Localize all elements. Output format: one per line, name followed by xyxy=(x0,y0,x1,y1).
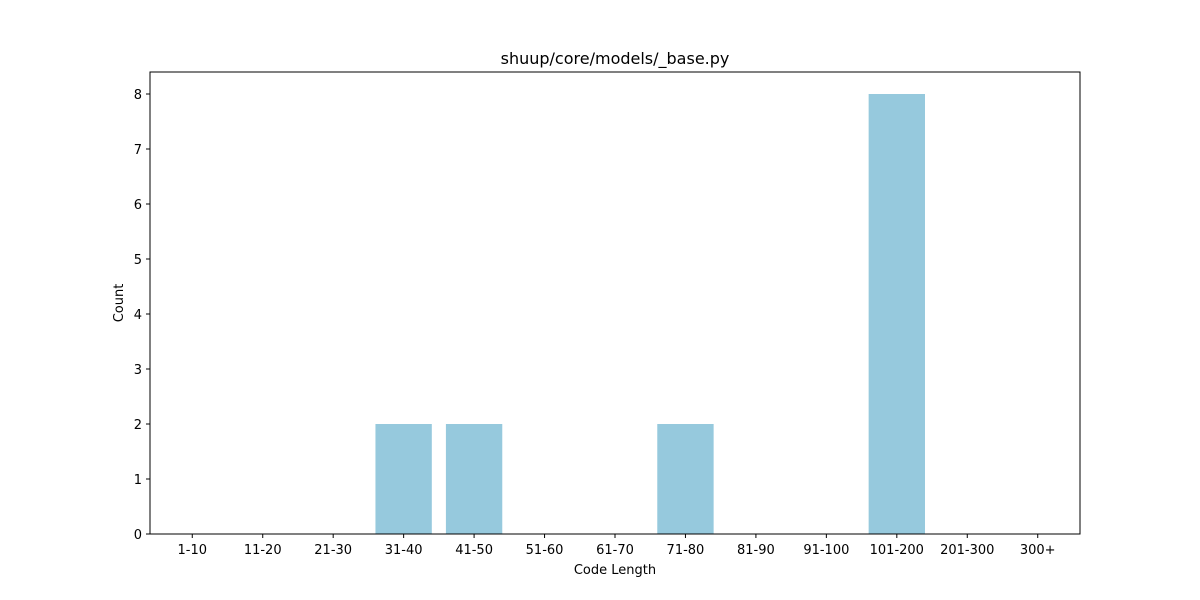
y-tick-label: 2 xyxy=(134,418,142,433)
bar-31-40 xyxy=(375,424,432,534)
bars-group xyxy=(375,94,925,534)
x-tick-label: 31-40 xyxy=(385,543,423,558)
chart-title: shuup/core/models/_base.py xyxy=(501,49,730,69)
y-tick-label: 7 xyxy=(134,143,142,158)
bar-71-80 xyxy=(657,424,714,534)
x-axis: 1-10 11-20 21-30 31-40 41-50 51-60 61-70 71-80 8… xyxy=(178,534,1056,558)
y-tick-label: 6 xyxy=(134,198,142,213)
x-tick-label: 51-60 xyxy=(526,543,564,558)
plot-frame xyxy=(149,71,1081,535)
x-tick-label: 71-80 xyxy=(667,543,705,558)
y-tick-label: 0 xyxy=(134,528,142,543)
x-axis-label: Code Length xyxy=(574,563,656,578)
y-tick-label: 5 xyxy=(134,253,142,268)
y-axis: 0 1 2 3 4 5 6 7 8 xyxy=(134,88,150,543)
bar-101-200 xyxy=(868,94,925,534)
x-tick-label: 21-30 xyxy=(314,543,352,558)
x-tick-label: 61-70 xyxy=(596,543,634,558)
x-tick-label: 91-100 xyxy=(803,543,849,558)
y-axis-label: Count xyxy=(112,284,127,323)
x-tick-label: 101-200 xyxy=(870,543,924,558)
y-tick-label: 1 xyxy=(134,473,142,488)
x-tick-label: 11-20 xyxy=(244,543,282,558)
x-tick-label: 300+ xyxy=(1020,543,1056,558)
y-tick-label: 3 xyxy=(134,363,142,378)
bar-41-50 xyxy=(445,424,503,534)
y-tick-label: 8 xyxy=(134,88,142,103)
x-tick-label: 201-300 xyxy=(940,543,994,558)
y-tick-label: 4 xyxy=(134,308,142,323)
x-tick-label: 81-90 xyxy=(737,543,775,558)
x-tick-label: 41-50 xyxy=(455,543,493,558)
x-tick-label: 1-10 xyxy=(178,543,208,558)
